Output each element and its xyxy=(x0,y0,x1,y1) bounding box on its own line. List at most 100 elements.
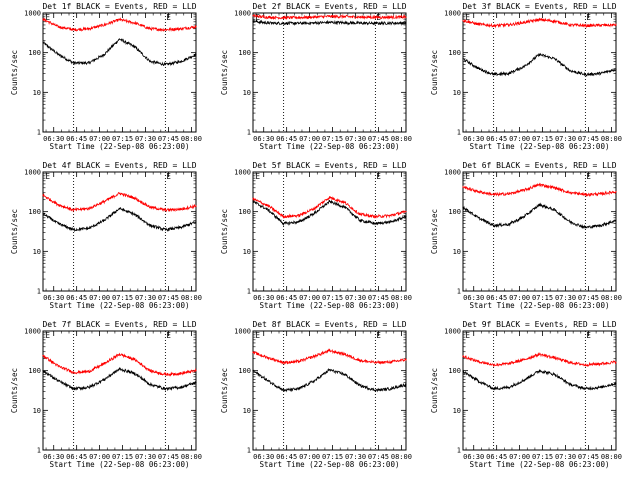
data-point xyxy=(584,388,587,390)
data-point xyxy=(298,360,300,363)
x-tick-label: 07:30 xyxy=(345,294,366,302)
series-events xyxy=(252,367,407,393)
plot-frame xyxy=(42,171,197,292)
series-lld xyxy=(462,352,617,367)
data-point xyxy=(298,214,300,217)
plot-frame xyxy=(42,330,197,451)
series-events xyxy=(462,202,617,230)
x-tick-label: 07:45 xyxy=(368,135,389,143)
x-tick-label: 07:15 xyxy=(112,453,133,461)
data-point xyxy=(118,192,121,194)
data-point xyxy=(118,353,121,355)
x-tick-label: 06:30 xyxy=(463,135,484,143)
y-tick-label: 1000 xyxy=(24,169,41,177)
data-point xyxy=(328,200,331,203)
series-line-events xyxy=(42,366,197,392)
data-point xyxy=(88,386,90,388)
e-marker: E xyxy=(46,13,51,22)
data-point xyxy=(73,209,75,211)
panel-1: Det 1f BLACK = Events, RED = LLD 1 10 100 10… xyxy=(10,2,202,151)
series-line-lld xyxy=(462,182,617,198)
data-point xyxy=(462,186,464,188)
data-point xyxy=(477,67,479,70)
panel-5: Det 5f BLACK = Events, RED = LLD 1 10 100 10… xyxy=(220,161,412,310)
data-point xyxy=(195,53,197,56)
data-point xyxy=(149,206,151,208)
data-point xyxy=(554,373,556,376)
x-tick-label: 07:15 xyxy=(112,135,133,143)
x-tick-label: 06:45 xyxy=(486,294,507,302)
y-tick-label: 100 xyxy=(238,208,251,216)
y-tick-label: 1000 xyxy=(444,169,461,177)
x-tick-label: 07:45 xyxy=(158,453,179,461)
data-point xyxy=(600,193,602,195)
panel-title: Det 5f BLACK = Events, RED = LLD xyxy=(252,161,406,170)
data-point xyxy=(359,385,361,387)
x-axis-label: Start Time (22-Sep-08 06:23:00) xyxy=(470,301,610,310)
data-point xyxy=(569,221,571,223)
data-point xyxy=(164,229,166,231)
data-point xyxy=(283,216,285,218)
y-tick-label: 1000 xyxy=(234,10,251,18)
data-point xyxy=(390,361,392,363)
x-tick-label: 06:45 xyxy=(276,453,297,461)
x-tick-label: 07:15 xyxy=(532,453,553,461)
data-point xyxy=(57,26,59,28)
data-point xyxy=(267,16,269,18)
data-point xyxy=(477,380,479,382)
e-marker: E xyxy=(166,13,171,22)
y-tick-label: 10 xyxy=(453,89,461,97)
data-point xyxy=(134,213,136,216)
data-point xyxy=(554,20,556,22)
data-point xyxy=(283,22,285,24)
data-point xyxy=(180,208,182,210)
data-point xyxy=(103,24,105,26)
x-tick-label: 06:30 xyxy=(43,453,64,461)
data-point xyxy=(149,383,151,386)
e-marker: E xyxy=(466,331,471,340)
x-tick-label: 06:30 xyxy=(463,453,484,461)
e-marker: E xyxy=(586,13,591,22)
x-tick-label: 06:45 xyxy=(486,135,507,143)
data-point xyxy=(600,224,602,227)
panel-title: Det 9f BLACK = Events, RED = LLD xyxy=(462,320,616,329)
data-point xyxy=(57,223,59,225)
panel-title: Det 7f BLACK = Events, RED = LLD xyxy=(42,320,196,329)
data-point xyxy=(374,16,376,18)
data-point xyxy=(252,351,254,353)
series-line-lld xyxy=(252,196,407,219)
data-point xyxy=(462,19,464,22)
panel-title: Det 2f BLACK = Events, RED = LLD xyxy=(252,2,406,11)
data-point xyxy=(180,28,182,30)
data-point xyxy=(313,16,315,18)
series-line-events xyxy=(42,207,197,233)
x-tick-label: 07:45 xyxy=(368,453,389,461)
data-point xyxy=(298,221,300,223)
data-point xyxy=(180,60,182,63)
y-tick-label: 1000 xyxy=(24,328,41,336)
data-point xyxy=(493,224,495,227)
data-point xyxy=(584,73,587,76)
y-axis-label: Counts/sec xyxy=(220,50,229,95)
x-tick-label: 07:30 xyxy=(345,135,366,143)
data-point xyxy=(328,15,331,18)
data-point xyxy=(390,16,392,18)
data-point xyxy=(313,22,315,24)
series-line-events xyxy=(462,202,617,230)
data-point xyxy=(523,65,525,68)
y-tick-label: 1 xyxy=(457,447,461,455)
x-tick-label: 08:00 xyxy=(601,294,622,302)
x-axis-label: Start Time (22-Sep-08 06:23:00) xyxy=(470,142,610,151)
x-tick-label: 07:30 xyxy=(555,294,576,302)
data-point xyxy=(390,221,392,223)
y-tick-label: 10 xyxy=(243,248,251,256)
y-tick-label: 10 xyxy=(453,248,461,256)
e-marker: E xyxy=(376,331,381,340)
x-axis-label: Start Time (22-Sep-08 06:23:00) xyxy=(260,301,400,310)
e-marker: E xyxy=(46,331,51,340)
data-point xyxy=(523,359,525,361)
e-marker: E xyxy=(466,172,471,181)
data-point xyxy=(405,16,407,18)
data-point xyxy=(584,25,587,27)
